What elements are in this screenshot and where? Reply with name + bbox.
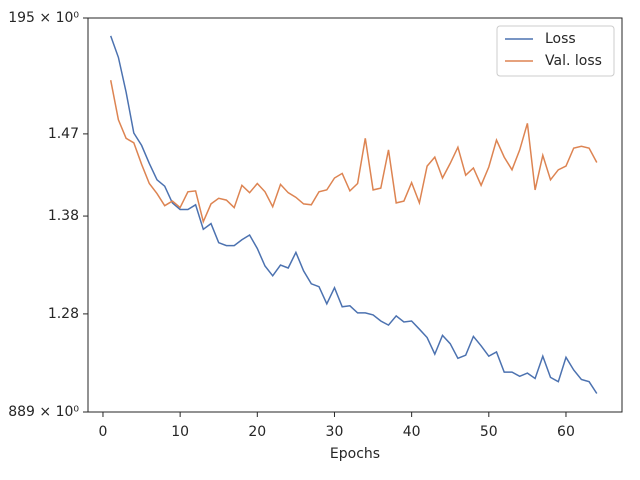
legend-label: Val. loss: [545, 53, 602, 69]
y-tick-label: 1.28: [48, 306, 79, 322]
line-series: [109, 35, 598, 394]
axes-frame: [87, 17, 623, 413]
x-tick-label: 40: [403, 424, 421, 440]
x-tick-label: 60: [557, 424, 575, 440]
legend-label: Loss: [545, 31, 576, 47]
x-tick-label: 30: [326, 424, 344, 440]
y-tick-label: 1.38: [48, 208, 79, 224]
line-series: [109, 80, 598, 225]
x-tick-label: 0: [99, 424, 108, 440]
y-tick-label: 195 × 10⁰: [8, 10, 79, 26]
x-axis-label: Epochs: [330, 446, 380, 462]
x-tick-label: 10: [171, 424, 189, 440]
x-tick-label: 20: [248, 424, 266, 440]
y-tick-label: 1.47: [48, 126, 79, 142]
x-tick-label: 50: [480, 424, 498, 440]
y-tick-label: 889 × 10⁰: [8, 404, 79, 420]
